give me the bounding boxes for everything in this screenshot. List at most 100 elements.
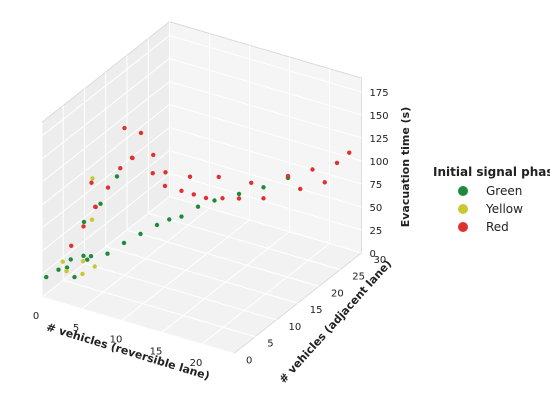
data-point-yellow: [64, 268, 69, 274]
x-tick-label: 20: [190, 358, 203, 369]
data-point-green: [56, 267, 61, 272]
legend-label-red: Red: [486, 220, 509, 234]
grid-line-z: [41, 104, 170, 206]
z-tick-label: 25: [370, 226, 383, 237]
data-points: [44, 125, 352, 280]
data-point-green: [98, 201, 103, 206]
grid-line-z: [41, 173, 170, 275]
z-tick-label: 50: [370, 203, 383, 214]
legend-marker-green: [458, 186, 468, 196]
x-tick-label: 15: [150, 346, 163, 357]
grid-line-z: [41, 35, 170, 137]
data-point-green: [81, 253, 86, 259]
z-tick-label: 125: [370, 134, 389, 145]
data-point-green: [88, 254, 94, 259]
data-point-yellow: [80, 259, 86, 264]
data-point-red: [298, 186, 303, 192]
data-point-red: [216, 174, 221, 180]
data-point-red: [122, 125, 127, 131]
z-tick-label: 0: [370, 249, 376, 260]
data-point-yellow: [92, 264, 97, 269]
z-tick-label: 75: [370, 180, 383, 191]
data-point-red: [81, 224, 86, 229]
grid-line-y: [105, 246, 298, 304]
data-point-red: [138, 130, 144, 136]
data-point-red: [334, 160, 340, 166]
grid-line-z: [169, 173, 362, 231]
data-point-yellow: [89, 217, 95, 222]
grid-line-z: [169, 127, 362, 185]
y-tick-label: 10: [289, 322, 302, 333]
data-point-green: [179, 214, 184, 219]
data-point-green: [81, 219, 87, 225]
data-point-yellow: [90, 176, 95, 181]
data-point-red: [89, 180, 94, 185]
data-point-green: [68, 257, 73, 262]
data-point-red: [69, 243, 74, 248]
data-point-yellow: [60, 259, 65, 264]
grid-line-y: [148, 212, 341, 271]
z-tick-label: 100: [370, 157, 389, 168]
grid-line-z: [41, 127, 170, 229]
grid-line-z: [41, 58, 170, 160]
data-point-red: [322, 180, 327, 185]
data-point-red: [118, 166, 123, 171]
data-point-green: [167, 217, 172, 222]
legend-title: Initial signal phase: [433, 165, 550, 179]
grid-line-z: [169, 35, 362, 93]
grid-line-z: [169, 81, 362, 139]
grid-line-y: [84, 263, 277, 321]
data-point-green: [236, 191, 242, 197]
z-tick-label: 150: [370, 111, 389, 122]
y-tick-label: 5: [267, 339, 273, 350]
data-point-red: [203, 195, 209, 201]
y-tick-label: 0: [246, 355, 252, 366]
grid-line-z: [169, 150, 362, 208]
data-point-green: [154, 222, 160, 228]
grid-line-z: [41, 81, 170, 183]
z-axis-label: Evacuation time (s): [399, 107, 412, 228]
data-point-green: [64, 265, 70, 270]
x-tick-label: 0: [33, 311, 39, 322]
x-tick-label: 5: [73, 323, 79, 334]
grid-line-y: [63, 279, 256, 338]
legend-marker-red: [458, 222, 468, 232]
data-point-red: [285, 173, 291, 179]
data-point-red: [261, 196, 266, 201]
data-point-red: [236, 196, 242, 201]
data-point-green: [85, 257, 90, 262]
legend-marker-yellow: [458, 204, 468, 214]
axis-panes: [41, 20, 363, 354]
z-tick-label: 175: [370, 88, 389, 99]
data-point-red: [93, 204, 98, 210]
legend: Initial signal phase Green Yellow Red: [433, 165, 550, 234]
grid-line-z: [41, 196, 170, 298]
grid-line-z: [169, 104, 362, 162]
legend-label-green: Green: [486, 184, 522, 198]
grid-line-y: [126, 229, 320, 287]
data-point-green: [72, 274, 77, 280]
data-point-red: [163, 170, 168, 175]
data-point-red: [162, 183, 168, 189]
grid-line-y: [41, 296, 235, 354]
data-point-red: [191, 192, 196, 197]
y-tick-label: 30: [374, 255, 387, 266]
data-point-red: [105, 185, 111, 190]
data-point-green: [44, 274, 49, 280]
data-point-green: [261, 185, 266, 190]
data-point-red: [179, 188, 184, 193]
y-tick-label: 20: [331, 288, 344, 299]
grid-lines: [41, 21, 362, 354]
data-point-yellow: [80, 271, 85, 277]
grid-line-z: [169, 58, 362, 116]
data-point-red: [150, 170, 155, 176]
data-point-red: [129, 155, 135, 161]
x-tick-label: 10: [110, 335, 123, 346]
data-point-green: [121, 240, 127, 246]
grid-line-z: [41, 150, 170, 252]
data-point-red: [249, 180, 254, 185]
data-point-green: [195, 204, 201, 209]
grid-line-z: [169, 196, 362, 254]
